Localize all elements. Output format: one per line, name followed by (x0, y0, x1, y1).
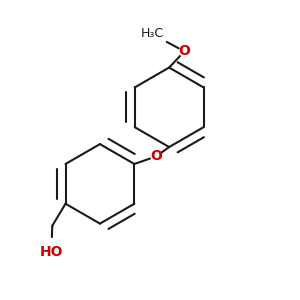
Text: HO: HO (40, 245, 63, 259)
Text: O: O (178, 44, 190, 58)
Text: O: O (150, 149, 162, 164)
Text: H₃C: H₃C (141, 27, 164, 40)
